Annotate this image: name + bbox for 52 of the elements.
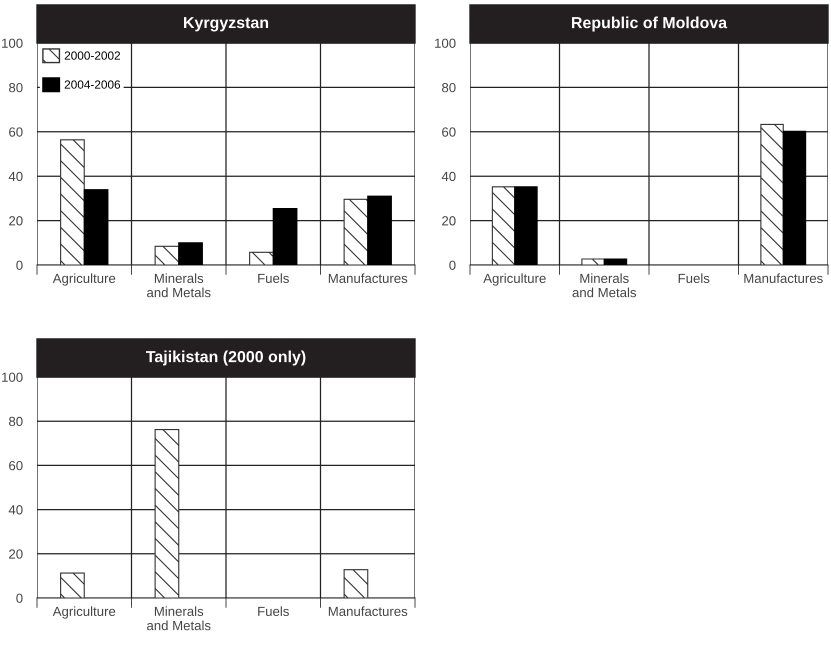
x-tick-label: Manufactures (328, 273, 408, 284)
bar (154, 246, 180, 265)
legend-label: 2004-2006 (64, 80, 120, 89)
legend-label: 2000-2002 (64, 51, 120, 60)
x-tick-label: Fuels (678, 273, 710, 284)
y-tick-label: 40 (8, 505, 23, 515)
y-tick-label: 40 (442, 172, 456, 182)
chart-title: Kyrgyzstan (184, 17, 268, 32)
bar (249, 252, 274, 265)
x-tick-label: Agriculture (52, 273, 116, 286)
y-tick-label: 60 (442, 127, 456, 137)
y-tick-label: 40 (8, 172, 23, 182)
y-tick-label: 20 (442, 216, 456, 226)
y-tick-label: 60 (9, 127, 23, 137)
y-tick-label: 80 (9, 82, 23, 92)
chart-title: Republic of Moldova (572, 16, 728, 32)
bar (154, 429, 180, 598)
bar (178, 242, 203, 265)
y-tick-label: 100 (435, 38, 456, 48)
x-tick-label: Minerals and Metals (147, 606, 211, 630)
y-tick-label: 20 (9, 216, 23, 226)
bar (581, 258, 605, 265)
x-tick-label: Agriculture (483, 273, 546, 286)
bar (84, 189, 108, 265)
y-tick-label: 100 (2, 372, 23, 382)
x-tick-label: Manufactures (744, 273, 823, 284)
y-tick-label: 80 (442, 82, 456, 92)
y-tick-label: 100 (2, 38, 23, 48)
bar (344, 569, 368, 598)
bar (367, 196, 392, 265)
bar (760, 124, 784, 265)
bar (604, 258, 628, 265)
x-tick-label: Manufactures (328, 606, 408, 616)
chart-title: Tajikistan (2000 only) (146, 350, 306, 366)
bar (60, 139, 85, 265)
y-tick-label: 0 (16, 594, 23, 603)
y-tick-label: 60 (9, 460, 23, 470)
bar (782, 130, 806, 265)
x-tick-label: Agriculture (52, 606, 116, 619)
x-tick-label: Minerals and Metals (147, 273, 211, 298)
y-tick-label: 80 (9, 416, 23, 426)
x-tick-label: Fuels (258, 606, 289, 616)
y-tick-label: 0 (16, 260, 23, 270)
x-tick-label: Minerals and Metals (572, 273, 636, 298)
bar (344, 198, 368, 265)
bar (514, 186, 538, 265)
bar (492, 186, 516, 265)
bar (272, 208, 298, 265)
bar (60, 572, 85, 598)
y-tick-label: 0 (449, 260, 456, 270)
x-tick-label: Fuels (258, 273, 289, 284)
y-tick-label: 20 (9, 549, 23, 559)
